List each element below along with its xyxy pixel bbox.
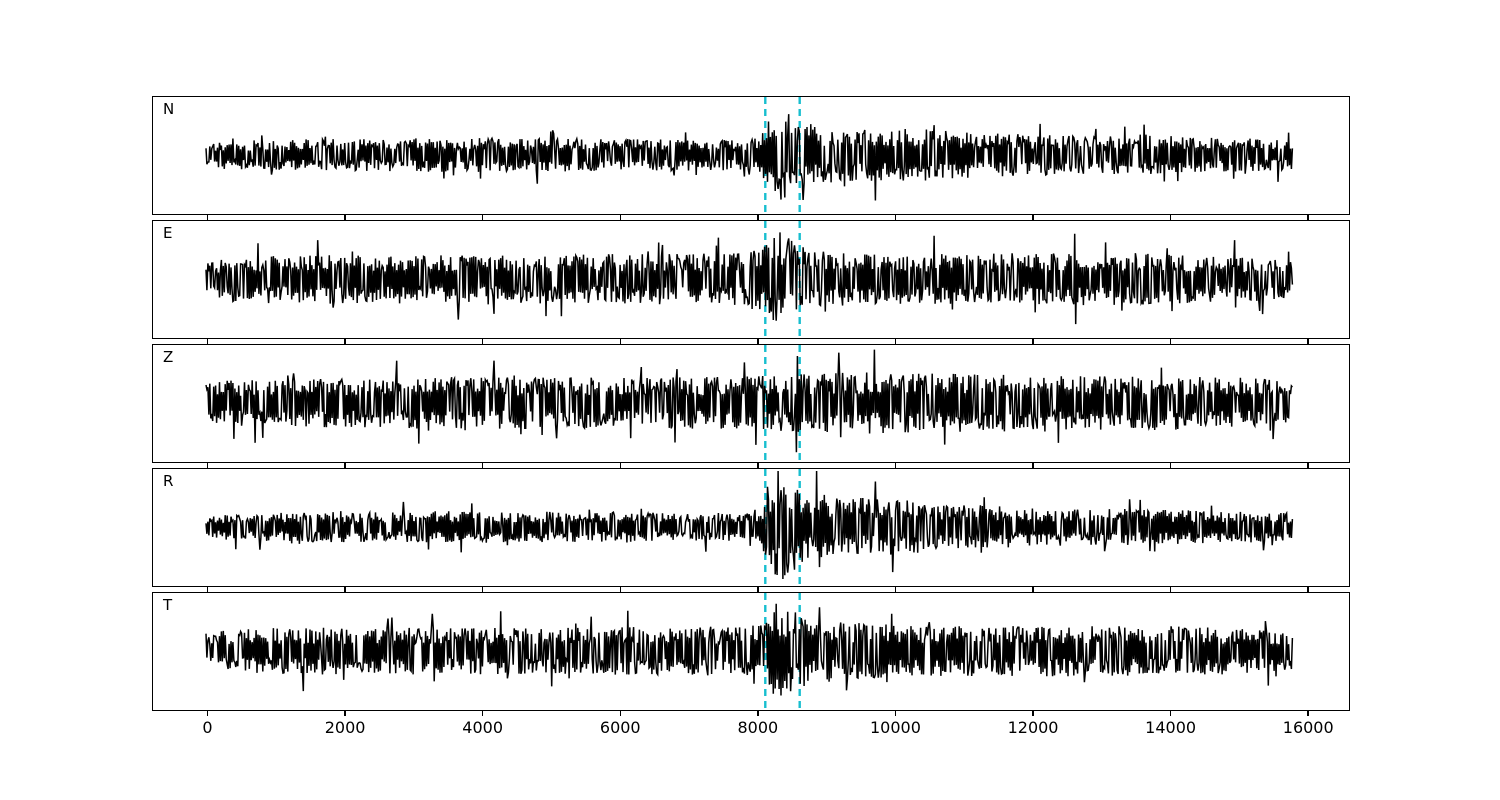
x-tick — [1169, 710, 1172, 716]
x-tick — [344, 710, 346, 716]
seismogram-panel-N: N — [152, 96, 1350, 220]
x-tick — [894, 462, 897, 468]
x-tick-label: 12000 — [1007, 718, 1059, 737]
x-tick — [894, 710, 897, 716]
x-tick — [481, 586, 484, 592]
x-tick — [757, 338, 759, 344]
x-tick — [1307, 338, 1309, 344]
x-tick — [481, 710, 484, 716]
x-tick — [344, 214, 346, 220]
x-tick — [894, 586, 897, 592]
x-tick — [206, 338, 209, 344]
x-tick — [1032, 462, 1034, 468]
x-tick — [619, 338, 621, 344]
waveform-plot-T — [205, 593, 1294, 709]
x-tick — [1169, 338, 1172, 344]
x-tick — [344, 462, 346, 468]
x-tick — [894, 214, 897, 220]
x-tick-label: 16000 — [1282, 718, 1334, 737]
channel-label-T: T — [163, 596, 173, 614]
x-tick — [206, 462, 209, 468]
x-tick-label: 10000 — [869, 718, 921, 737]
x-tick — [344, 586, 346, 592]
waveform-plot-N — [205, 97, 1294, 213]
x-tick — [1169, 462, 1172, 468]
x-tick — [619, 586, 621, 592]
x-tick — [894, 338, 897, 344]
x-tick — [1169, 214, 1172, 220]
seismic-trace-E — [205, 232, 1294, 325]
x-tick-label: 4000 — [462, 718, 504, 737]
x-tick — [1032, 338, 1034, 344]
x-tick — [1032, 214, 1034, 220]
x-tick — [206, 214, 209, 220]
channel-label-N: N — [163, 100, 175, 118]
x-tick — [619, 462, 621, 468]
seismic-trace-N — [205, 114, 1294, 201]
x-tick-label: 8000 — [737, 718, 779, 737]
seismogram-panel-R: R — [152, 468, 1350, 592]
seismogram-panel-E: E — [152, 220, 1350, 344]
x-tick — [481, 462, 484, 468]
x-tick-label: 2000 — [324, 718, 366, 737]
seismic-trace-T — [205, 603, 1294, 696]
x-tick — [481, 214, 484, 220]
x-tick — [1307, 586, 1309, 592]
waveform-plot-E — [205, 221, 1294, 337]
x-tick — [1307, 462, 1309, 468]
x-tick — [1032, 710, 1034, 716]
x-tick — [1032, 586, 1034, 592]
x-tick-label: 14000 — [1145, 718, 1197, 737]
seismic-trace-Z — [205, 349, 1293, 453]
x-tick — [481, 338, 484, 344]
x-tick — [1307, 214, 1309, 220]
x-tick — [206, 710, 209, 716]
x-tick — [757, 586, 759, 592]
x-tick — [206, 586, 209, 592]
seismic-trace-R — [205, 470, 1294, 580]
x-tick-label: 6000 — [599, 718, 641, 737]
x-tick — [1169, 586, 1172, 592]
seismogram-panel-Z: Z — [152, 344, 1350, 468]
channel-label-R: R — [163, 472, 174, 490]
channel-label-Z: Z — [163, 348, 174, 366]
seismogram-panel-T: T 0 2000 4000 6000 8000 10000 12000 14000 16000 — [152, 592, 1350, 736]
x-tick — [757, 214, 759, 220]
waveform-plot-Z — [205, 345, 1293, 461]
x-tick — [757, 462, 759, 468]
waveform-plot-R — [205, 469, 1294, 585]
x-tick — [619, 710, 621, 716]
x-tick — [1307, 710, 1309, 716]
x-tick — [619, 214, 621, 220]
x-tick — [757, 710, 759, 716]
x-tick — [344, 338, 346, 344]
x-tick-label: 0 — [202, 718, 213, 737]
channel-label-E: E — [163, 224, 173, 242]
